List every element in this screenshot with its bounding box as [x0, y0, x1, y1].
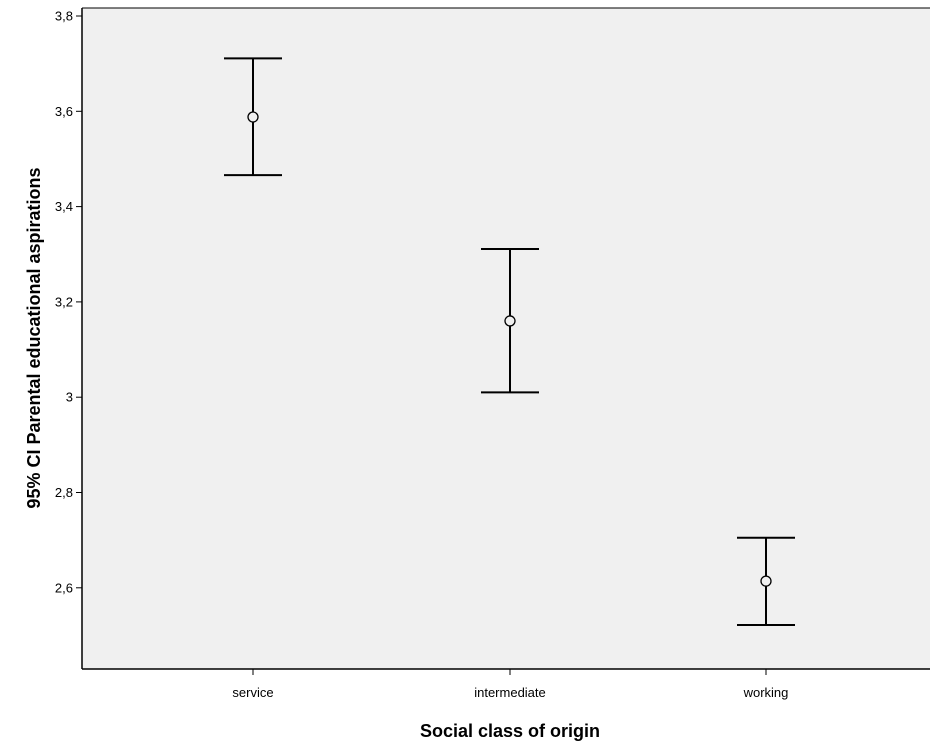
y-tick-label: 2,6 [55, 580, 73, 595]
x-axis-title: Social class of origin [420, 721, 600, 741]
y-axis-ticks: 2,6 2,8 3 3,2 3,4 3,6 3,8 [55, 9, 82, 595]
y-tick-label: 3,4 [55, 199, 73, 214]
y-tick-label: 3 [66, 390, 73, 405]
x-tick-label: intermediate [474, 685, 546, 700]
mean-point [760, 575, 772, 587]
y-tick-label: 3,8 [55, 9, 73, 24]
y-tick-label: 3,2 [55, 294, 73, 309]
y-tick-label: 3,6 [55, 104, 73, 119]
error-bar-intermediate [481, 248, 539, 394]
error-bar-working [737, 536, 795, 626]
x-tick-label: working [743, 685, 789, 700]
plot-area [82, 8, 930, 669]
x-axis-ticks: service intermediate working [232, 669, 788, 700]
y-tick-label: 2,8 [55, 485, 73, 500]
error-bar-service [224, 57, 282, 177]
y-axis-title: 95% CI Parental educational aspirations [24, 167, 44, 508]
mean-point [247, 111, 259, 123]
error-bars [224, 57, 795, 626]
x-tick-label: service [232, 685, 273, 700]
mean-point [504, 315, 516, 327]
